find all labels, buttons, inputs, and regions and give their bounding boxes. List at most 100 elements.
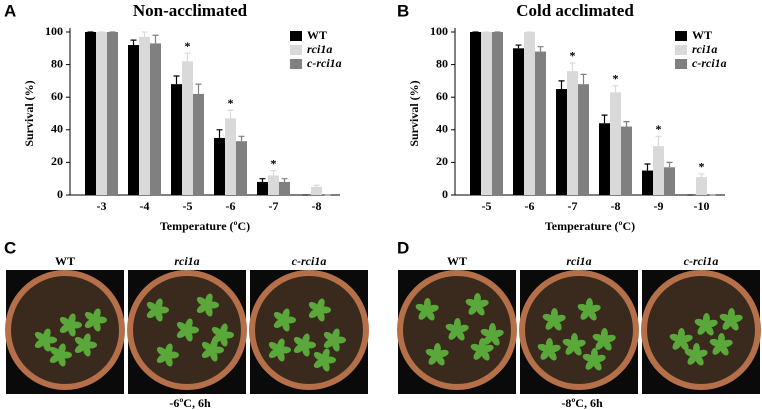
photo-caption: -6ºC, 6h [169, 396, 211, 410]
bar [171, 84, 182, 195]
leaf [572, 344, 582, 356]
legend-swatch [675, 45, 687, 55]
bar [653, 146, 664, 195]
leaf [332, 328, 340, 341]
error-bar [698, 173, 705, 178]
leaf [268, 341, 280, 351]
leaf [580, 309, 590, 320]
leaf [302, 333, 310, 346]
leaf [722, 319, 732, 330]
leaf [588, 304, 601, 313]
y-tick-label: 80 [436, 56, 448, 70]
significance: * [228, 96, 234, 110]
photo-label: WT [447, 254, 467, 268]
x-tick-label: -5 [482, 199, 492, 213]
leaf [273, 311, 285, 321]
error-bar [184, 52, 191, 62]
x-tick-label: -7 [269, 199, 279, 213]
chart-title: Non-acclimated [133, 1, 248, 20]
error-bar [227, 109, 234, 119]
leaf [323, 338, 335, 349]
leaf [68, 313, 76, 326]
leaf [84, 311, 96, 321]
bar [535, 51, 546, 196]
bar [567, 71, 578, 195]
x-tick-label: -4 [140, 199, 150, 213]
leaf [480, 349, 490, 361]
leaf [156, 346, 168, 356]
error-bar [130, 39, 137, 46]
leaf [277, 338, 285, 351]
x-tick-label: -10 [694, 199, 710, 213]
leaf [211, 326, 223, 336]
bar [578, 84, 589, 195]
error-bar [216, 129, 223, 138]
x-tick-label: -9 [654, 199, 664, 213]
leaf [59, 323, 71, 334]
bar [481, 32, 492, 195]
leaf [565, 344, 575, 355]
error-bar [238, 135, 245, 142]
leaf [468, 304, 478, 315]
leaf [545, 319, 555, 330]
leaf [43, 328, 51, 341]
leaf [455, 329, 465, 341]
leaf [593, 354, 606, 363]
leaf [201, 348, 213, 359]
error-bar [141, 31, 148, 37]
y-tick-label: 20 [436, 154, 448, 168]
leaf [456, 324, 469, 333]
bar [621, 126, 632, 195]
legend-swatch [675, 31, 687, 41]
bar [225, 118, 236, 195]
x-tick-label: -7 [568, 199, 578, 213]
photo-label: WT [55, 254, 75, 268]
leaf [418, 309, 428, 320]
leaf [165, 343, 173, 356]
error-bar [601, 114, 608, 124]
x-tick-label: -8 [312, 199, 322, 213]
y-axis-label: Survival (%) [407, 80, 421, 146]
leaf [156, 353, 168, 364]
error-bar [580, 73, 587, 85]
leaf [49, 346, 61, 356]
bar [664, 167, 675, 195]
legend-swatch [290, 59, 302, 69]
leaf [730, 314, 743, 323]
leaf [282, 308, 290, 321]
significance: * [656, 122, 662, 136]
leaf [426, 304, 439, 313]
photo-caption: -8ºC, 6h [561, 396, 603, 410]
bar [513, 48, 524, 195]
soil [525, 276, 633, 384]
legend-label: c-rci1a [692, 56, 727, 70]
leaf [573, 339, 586, 348]
bar [96, 32, 107, 195]
leaf [425, 309, 435, 321]
leaf [712, 344, 722, 355]
panel-label: B [397, 1, 409, 20]
error-bar [558, 80, 565, 90]
leaf [211, 333, 223, 344]
error-bar [270, 169, 277, 176]
legend-label: WT [307, 28, 327, 42]
leaf [680, 334, 693, 343]
error-bar [173, 75, 180, 85]
leaf [720, 339, 733, 348]
bar [128, 45, 139, 195]
leaf [587, 309, 597, 321]
leaf [548, 344, 561, 353]
x-tick-label: -8 [611, 199, 621, 213]
y-tick-label: 100 [45, 24, 63, 38]
leaf [322, 348, 330, 361]
leaf [201, 341, 213, 351]
leaf [293, 336, 305, 346]
error-bar [655, 135, 662, 147]
leaf [308, 301, 320, 311]
bar [236, 141, 247, 195]
bar [139, 36, 150, 195]
bar [193, 93, 204, 195]
y-tick-label: 40 [436, 122, 448, 136]
leaf [704, 324, 714, 336]
